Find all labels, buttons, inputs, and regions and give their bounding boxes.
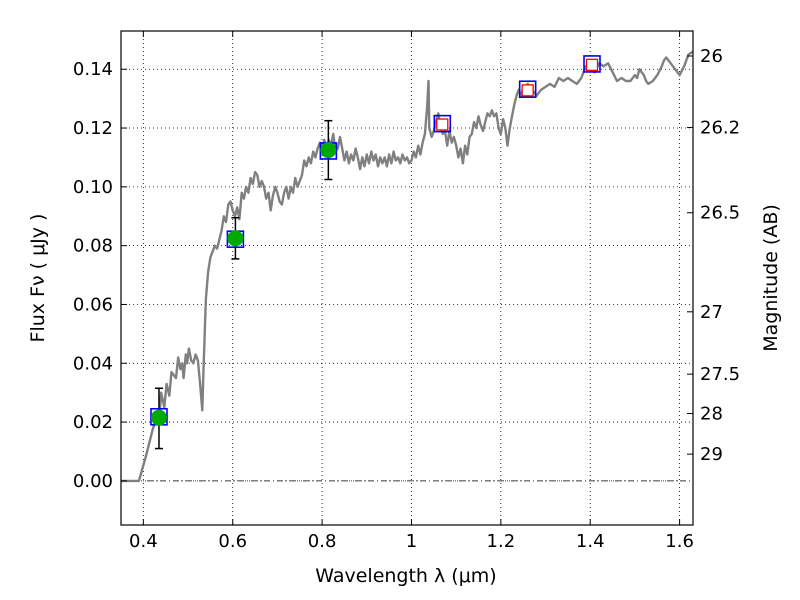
series-layer bbox=[121, 50, 694, 483]
y-tick-label: 0.12 bbox=[73, 118, 113, 139]
y-tick-label: 0.14 bbox=[73, 59, 113, 80]
model-photometry-square bbox=[583, 55, 601, 73]
predicted-flux-square bbox=[521, 84, 534, 97]
y2-tick-label: 27 bbox=[700, 302, 723, 323]
observed-point bbox=[150, 409, 167, 426]
y2-tick-label: 26.2 bbox=[700, 117, 740, 138]
x-tick-label: 1.2 bbox=[487, 531, 516, 552]
y-axis-title: Flux Fν ( μJy ) bbox=[27, 214, 49, 343]
tick-layer: 0.4 0.6 0.8 1 1.2 1.4 1.6 0.00 0.02 0.04 0.06 0.08 0… bbox=[73, 31, 740, 552]
y-tick-label: 0.08 bbox=[73, 236, 113, 257]
plot-frame bbox=[120, 30, 694, 526]
x-tick-label: 0.4 bbox=[129, 531, 158, 552]
x-tick-label: 0.6 bbox=[218, 531, 247, 552]
y2-tick-label: 26 bbox=[700, 46, 723, 67]
model-photometry-square bbox=[518, 80, 537, 99]
observed-point bbox=[227, 230, 244, 247]
y2-tick-label: 28 bbox=[700, 404, 723, 425]
y2-tick-label: 29 bbox=[700, 444, 723, 465]
y-tick-label: 0.04 bbox=[73, 353, 113, 374]
y-tick-label: 0.02 bbox=[73, 412, 113, 433]
sed-model-line bbox=[121, 50, 694, 483]
observed-point bbox=[320, 142, 337, 159]
y2-tick-label: 27.5 bbox=[700, 364, 740, 385]
y2-tick-label: 26.5 bbox=[700, 203, 740, 224]
x-tick-label: 1.6 bbox=[665, 531, 694, 552]
x-tick-label: 0.8 bbox=[308, 531, 337, 552]
x-axis-title: Wavelength λ (μm) bbox=[315, 565, 496, 587]
y-tick-label: 0.06 bbox=[73, 294, 113, 315]
predicted-flux-square bbox=[585, 58, 599, 71]
y2-axis-title: Magnitude (AB) bbox=[760, 204, 782, 352]
predicted-flux-square bbox=[436, 118, 449, 131]
y-tick-label: 0.10 bbox=[73, 177, 113, 198]
x-tick-label: 1.4 bbox=[576, 531, 605, 552]
y-tick-label: 0.00 bbox=[73, 471, 113, 492]
model-photometry-square bbox=[433, 114, 452, 133]
x-tick-label: 1 bbox=[406, 531, 417, 552]
